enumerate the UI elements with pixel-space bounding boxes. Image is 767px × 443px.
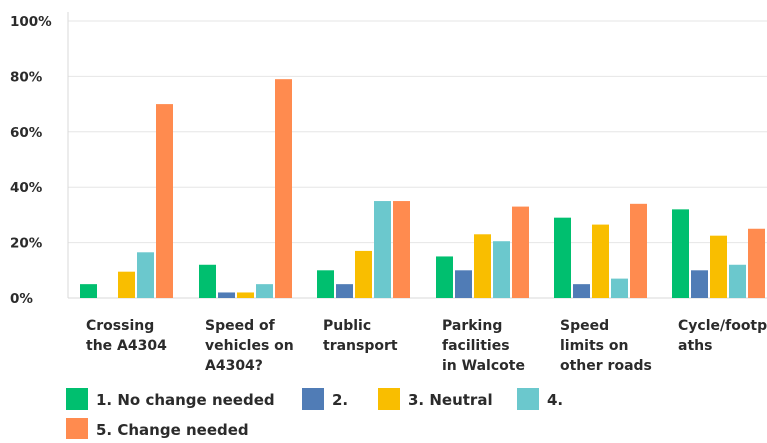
category-label-line: aths bbox=[678, 338, 712, 354]
bar-2-3 bbox=[336, 284, 353, 298]
legend-swatch bbox=[302, 388, 324, 410]
category-label-line: A4304? bbox=[205, 358, 263, 374]
category-label-line: Cycle/footp bbox=[678, 318, 767, 334]
legend-swatch bbox=[378, 388, 400, 410]
bar-3-5 bbox=[592, 224, 609, 298]
bar-1-3 bbox=[317, 270, 334, 298]
bar-5-5 bbox=[630, 203, 647, 298]
category-label: Speed limits on other roads bbox=[560, 318, 652, 374]
legend-item: 1. No change needed bbox=[66, 388, 275, 410]
legend-item: 2. bbox=[302, 388, 348, 410]
bar-3-6 bbox=[710, 235, 727, 298]
bar-3-4 bbox=[474, 234, 491, 298]
y-tick-label: 60% bbox=[10, 125, 43, 141]
bar-1-4 bbox=[436, 256, 453, 298]
category-label: Parking facilities in Walcote bbox=[442, 318, 525, 374]
category-label-line: limits on bbox=[560, 338, 628, 354]
bar-1-2 bbox=[199, 264, 216, 298]
legend-label: 2. bbox=[332, 391, 348, 409]
bar-2-4 bbox=[455, 270, 472, 298]
category-label-line: vehicles on bbox=[205, 338, 294, 354]
y-tick-label: 0% bbox=[10, 291, 33, 307]
y-tick-label: 80% bbox=[10, 69, 43, 85]
legend-item: 4. bbox=[517, 388, 563, 410]
legend-item: 3. Neutral bbox=[378, 388, 493, 410]
y-tick-label: 40% bbox=[10, 180, 43, 196]
grid-lines bbox=[68, 20, 767, 244]
bar-4-3 bbox=[374, 201, 391, 298]
bar-5-1 bbox=[156, 104, 173, 298]
legend-swatch bbox=[66, 388, 88, 410]
bar-1-1 bbox=[80, 284, 97, 298]
category-label-line: transport bbox=[323, 338, 398, 354]
category-label-line: facilities bbox=[442, 338, 510, 354]
category-label: Speed of vehicles on A4304? bbox=[205, 318, 294, 374]
category-label-line: in Walcote bbox=[442, 358, 525, 374]
bar-4-4 bbox=[493, 241, 510, 298]
bar-4-5 bbox=[611, 278, 628, 298]
legend-label: 5. Change needed bbox=[96, 421, 249, 439]
category-label: Crossing the A4304 bbox=[86, 318, 167, 354]
y-tick-label: 100% bbox=[10, 14, 52, 30]
bars bbox=[80, 79, 765, 298]
legend-label: 3. Neutral bbox=[408, 391, 493, 409]
category-label-line: other roads bbox=[560, 358, 652, 374]
category-label-line: Public bbox=[323, 318, 371, 334]
legend-label: 4. bbox=[547, 391, 563, 409]
category-label-line: Crossing bbox=[86, 318, 154, 334]
legend-item: 5. Change needed bbox=[66, 418, 249, 440]
bar-2-5 bbox=[573, 284, 590, 298]
category-label-line: Parking bbox=[442, 318, 502, 334]
category-label-line: Speed of bbox=[205, 318, 276, 334]
legend-swatch bbox=[66, 418, 88, 440]
bar-1-5 bbox=[554, 217, 571, 298]
bar-3-2 bbox=[237, 292, 254, 298]
bar-4-6 bbox=[729, 264, 746, 298]
bar-5-3 bbox=[393, 201, 410, 298]
bar-2-2 bbox=[218, 292, 235, 298]
bar-1-6 bbox=[672, 209, 689, 298]
legend: 1. No change needed 2. 3. Neutral 4. 5. Chan… bbox=[66, 388, 563, 440]
legend-label: 1. No change needed bbox=[96, 391, 275, 409]
bar-3-1 bbox=[118, 271, 135, 298]
bar-5-6 bbox=[748, 228, 765, 298]
y-tick-label: 20% bbox=[10, 236, 43, 252]
bar-5-4 bbox=[512, 206, 529, 298]
bar-4-1 bbox=[137, 252, 154, 298]
category-label: Cycle/footp aths bbox=[678, 318, 767, 354]
y-axis: 0% 20% 40% 60% 80% 100% bbox=[10, 12, 767, 307]
category-label-line: Speed bbox=[560, 318, 609, 334]
category-label-line: the A4304 bbox=[86, 338, 167, 354]
bar-2-6 bbox=[691, 270, 708, 298]
x-axis-labels: Crossing the A4304 Speed of vehicles on A430… bbox=[86, 318, 767, 374]
bar-5-2 bbox=[275, 79, 292, 298]
legend-swatch bbox=[517, 388, 539, 410]
bar-3-3 bbox=[355, 250, 372, 298]
bar-4-2 bbox=[256, 284, 273, 298]
category-label: Public transport bbox=[323, 318, 398, 354]
